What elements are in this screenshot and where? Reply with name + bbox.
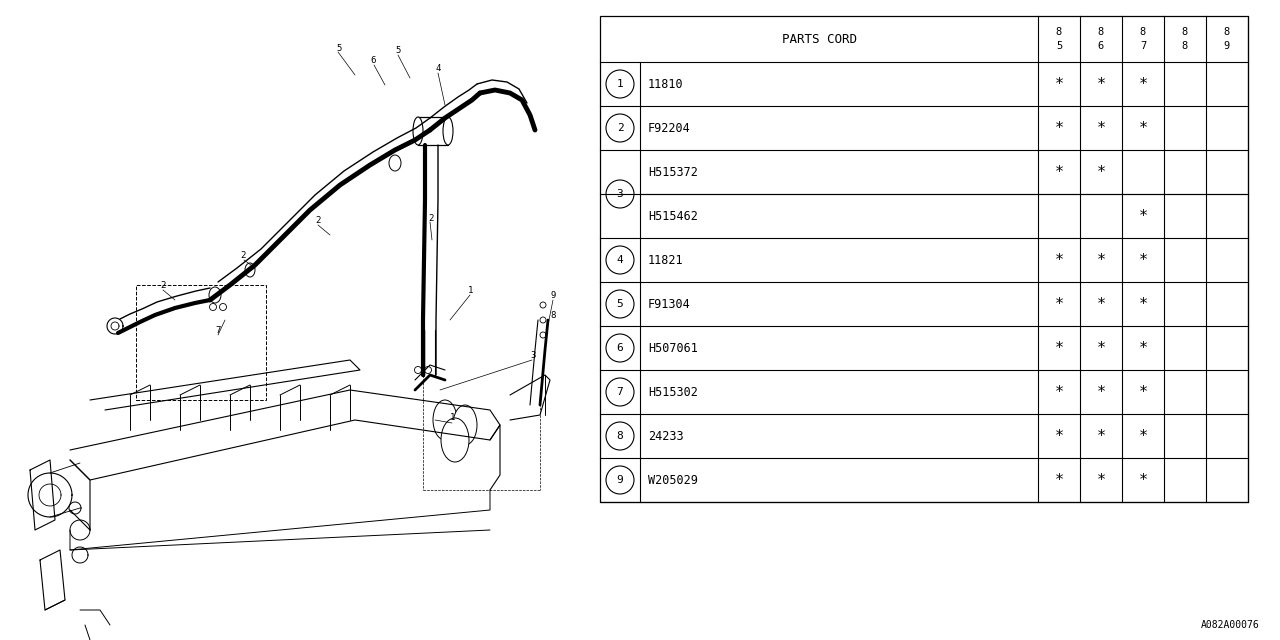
Text: *: * [1097, 253, 1106, 268]
Text: 9: 9 [1224, 41, 1230, 51]
Text: *: * [1097, 296, 1106, 312]
Text: *: * [1097, 340, 1106, 355]
Text: PARTS CORD: PARTS CORD [782, 33, 856, 45]
Text: 9: 9 [550, 291, 556, 300]
Text: *: * [1097, 429, 1106, 444]
Text: *: * [1138, 77, 1148, 92]
Text: 9: 9 [617, 475, 623, 485]
Text: H515372: H515372 [648, 166, 698, 179]
Text: 7: 7 [617, 387, 623, 397]
Text: 3: 3 [530, 351, 535, 360]
Text: *: * [1138, 120, 1148, 136]
Text: 2: 2 [617, 123, 623, 133]
Text: 8: 8 [1056, 27, 1062, 37]
Text: *: * [1138, 340, 1148, 355]
Text: W205029: W205029 [648, 474, 698, 486]
Text: 8: 8 [1098, 27, 1105, 37]
Ellipse shape [433, 400, 457, 440]
Text: H507061: H507061 [648, 342, 698, 355]
Text: *: * [1138, 429, 1148, 444]
Text: *: * [1097, 472, 1106, 488]
Text: *: * [1138, 253, 1148, 268]
Text: 8: 8 [617, 431, 623, 441]
Text: 6: 6 [617, 343, 623, 353]
Text: 2: 2 [160, 280, 165, 289]
Text: 7: 7 [215, 326, 220, 335]
Text: *: * [1097, 77, 1106, 92]
Text: *: * [1055, 429, 1064, 444]
Text: *: * [1097, 164, 1106, 179]
Text: A082A00076: A082A00076 [1201, 620, 1260, 630]
Text: *: * [1097, 385, 1106, 399]
Text: H515302: H515302 [648, 385, 698, 399]
Text: *: * [1055, 296, 1064, 312]
Text: F92204: F92204 [648, 122, 691, 134]
Text: *: * [1138, 385, 1148, 399]
Bar [419, 117, 448, 145]
Text: 3: 3 [617, 189, 623, 199]
Text: *: * [1097, 120, 1106, 136]
Text: *: * [1055, 472, 1064, 488]
Text: 8: 8 [1224, 27, 1230, 37]
Text: 11821: 11821 [648, 253, 684, 266]
Text: 4: 4 [617, 255, 623, 265]
Text: 5: 5 [396, 45, 401, 54]
Text: 1: 1 [468, 285, 474, 294]
Text: *: * [1055, 253, 1064, 268]
Text: 1: 1 [451, 413, 456, 422]
Text: 8: 8 [1140, 27, 1146, 37]
Ellipse shape [443, 117, 453, 145]
Text: F91304: F91304 [648, 298, 691, 310]
Text: *: * [1055, 340, 1064, 355]
Text: *: * [1138, 296, 1148, 312]
Text: 6: 6 [370, 56, 375, 65]
Text: 8: 8 [1181, 41, 1188, 51]
Ellipse shape [453, 405, 477, 445]
Text: 1: 1 [617, 79, 623, 89]
Text: *: * [1138, 472, 1148, 488]
Text: 5: 5 [617, 299, 623, 309]
Bar [136, 285, 266, 400]
Text: 4: 4 [435, 63, 440, 72]
Text: *: * [1055, 77, 1064, 92]
Text: 2: 2 [315, 216, 320, 225]
Bar [600, 16, 1248, 502]
Text: *: * [1055, 120, 1064, 136]
Ellipse shape [442, 418, 468, 462]
Text: 11810: 11810 [648, 77, 684, 90]
Text: H515462: H515462 [648, 209, 698, 223]
Text: *: * [1055, 164, 1064, 179]
Text: 8: 8 [1181, 27, 1188, 37]
Ellipse shape [413, 117, 422, 145]
Text: 5: 5 [1056, 41, 1062, 51]
Text: 24233: 24233 [648, 429, 684, 442]
Text: 2: 2 [241, 250, 246, 259]
Text: 6: 6 [1098, 41, 1105, 51]
Text: *: * [1138, 209, 1148, 223]
Text: *: * [1055, 385, 1064, 399]
Text: 5: 5 [337, 44, 342, 52]
Text: 7: 7 [1140, 41, 1146, 51]
Text: 2: 2 [428, 214, 434, 223]
Text: 8: 8 [550, 310, 556, 319]
